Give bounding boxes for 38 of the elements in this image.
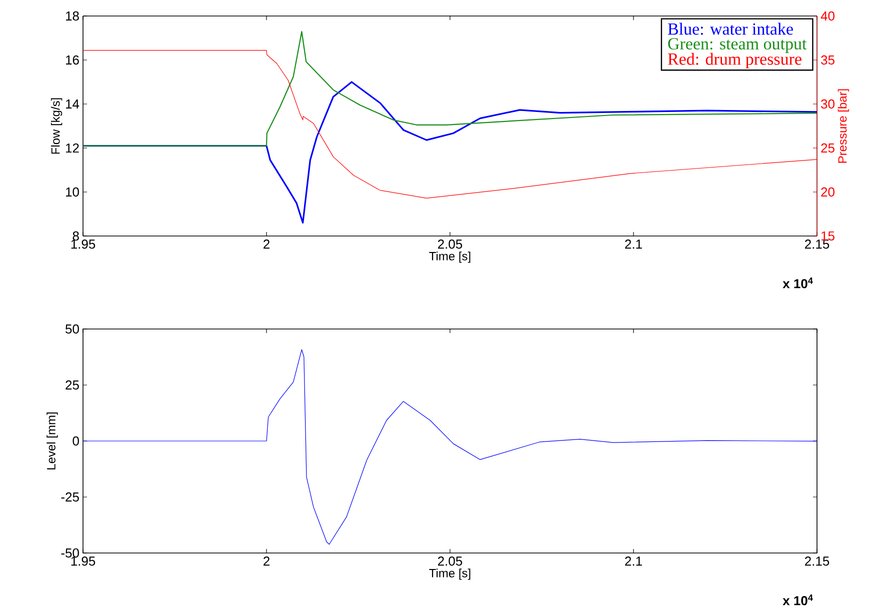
y-tick-label: 0	[72, 436, 79, 446]
x-tick-label: 2.1	[625, 240, 642, 249]
y2-tick-label: 30	[821, 99, 834, 109]
text: Red: drum pressure	[668, 52, 802, 68]
x-axis-title: Time [s]	[429, 568, 470, 580]
y-tick-label: -25	[61, 492, 79, 502]
x-tick-label: 1.95	[71, 556, 96, 566]
y-axis-title: Flow [kg/s]	[50, 98, 62, 154]
y2-tick-label: 15	[822, 231, 834, 241]
y-tick-label: 16	[66, 55, 79, 65]
y2-tick-label: 20	[821, 187, 834, 197]
text: x 10$^{4}$	[782, 594, 813, 606]
line-series	[83, 349, 817, 545]
x-tick-label: 2.15	[805, 556, 830, 566]
y-tick-label: 18	[66, 11, 79, 21]
x-axis-title: Time [s]	[429, 252, 470, 263]
x-tick-label: 2	[264, 556, 270, 566]
y-tick-label: 8	[72, 231, 79, 241]
x-tick-label: 2.05	[438, 556, 462, 566]
text: Blue: water intake	[668, 22, 793, 35]
y2-tick-label: 40	[820, 11, 834, 21]
y-tick-label: 25	[66, 380, 79, 390]
x-tick-label: 2.05	[438, 240, 462, 249]
y-axis-title: Level [mm]	[46, 412, 58, 470]
x-tick-label: 2.15	[805, 240, 830, 249]
y-tick-label: 12	[66, 143, 79, 153]
y-tick-label: -50	[61, 548, 79, 558]
y-tick-label: 10	[66, 187, 79, 197]
y2-tick-label: 35	[821, 55, 834, 65]
y-tick-label: 14	[66, 100, 80, 108]
text: Green: steam output	[668, 38, 807, 53]
text: x 10$^{4}$	[782, 278, 813, 288]
y2-tick-label: 25	[821, 143, 834, 153]
x-tick-label: 2.1	[625, 556, 642, 566]
y-tick-label: 50	[66, 324, 79, 334]
y2-axis-title: Pressure [bar]	[838, 89, 850, 163]
x-tick-label: 1.95	[71, 240, 96, 249]
x-tick-label: 2	[264, 240, 270, 249]
